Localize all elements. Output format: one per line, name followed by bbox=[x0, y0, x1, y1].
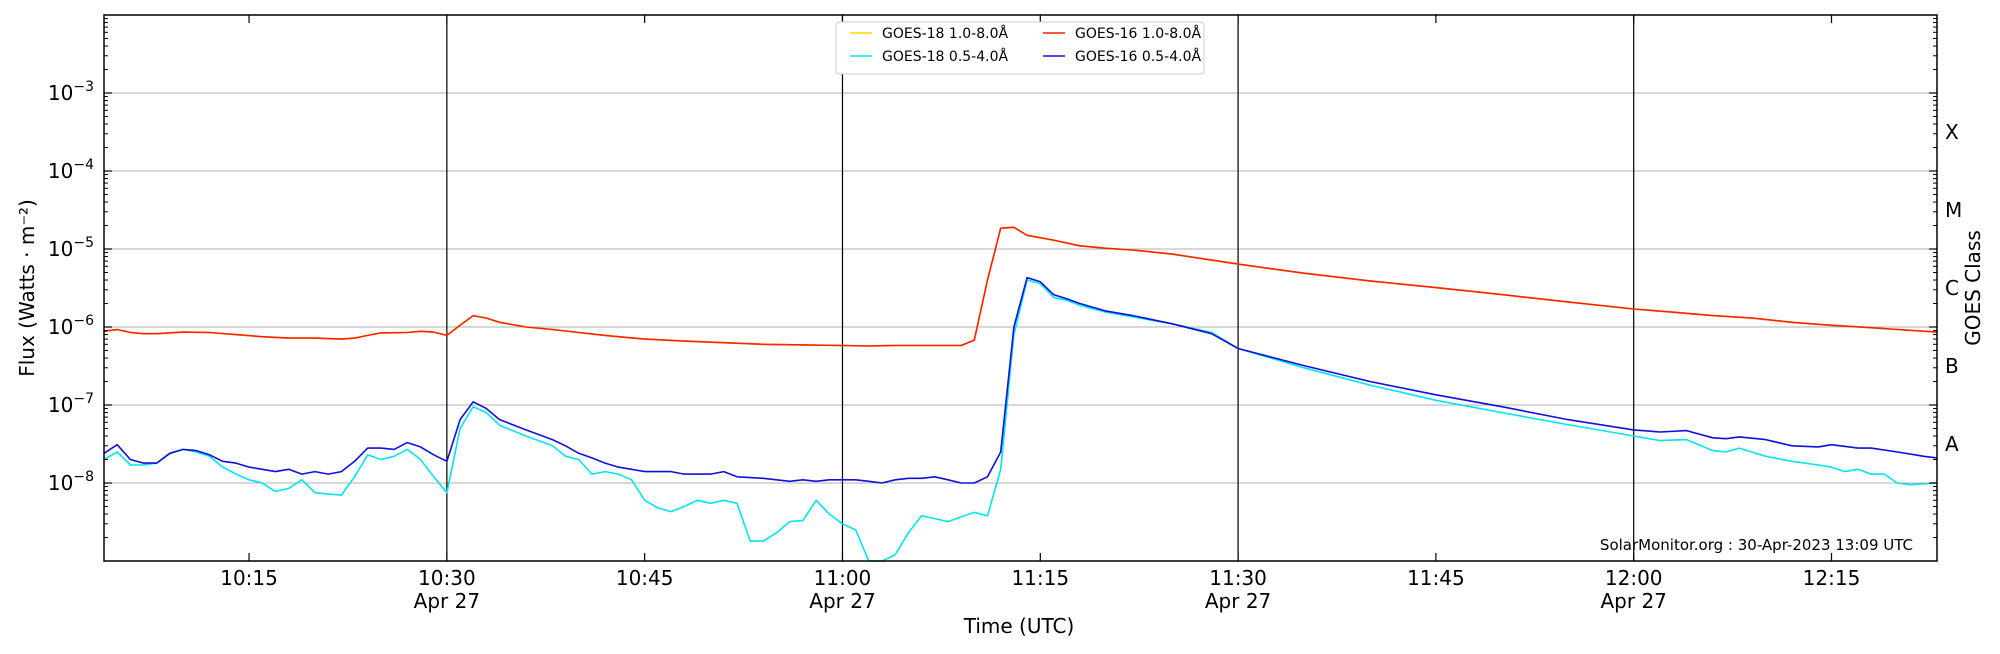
x-tick-label-4: 11:15 bbox=[1011, 566, 1069, 590]
x-tick-date-1: Apr 27 bbox=[414, 589, 480, 613]
y-axis-title: Flux (Watts · m⁻²) bbox=[15, 199, 39, 377]
legend-label-1: GOES-18 0.5-4.0Å bbox=[882, 48, 1008, 65]
goes-class-label-a: A bbox=[1945, 432, 1959, 456]
goes-class-label-x: X bbox=[1945, 120, 1959, 144]
goes-class-label-b: B bbox=[1945, 354, 1959, 378]
credit-text: SolarMonitor.org : 30-Apr-2023 13:09 UTC bbox=[1600, 536, 1913, 554]
goes-class-label-m: M bbox=[1945, 198, 1962, 222]
goes-class-labels: A B C M X bbox=[1945, 120, 1962, 456]
x-tick-label-7: 12:00 bbox=[1605, 566, 1663, 590]
x-tick-date-7: Apr 27 bbox=[1600, 589, 1666, 613]
y-tick-label-0: 10−8 bbox=[48, 469, 94, 495]
right-axis-title: GOES Class bbox=[1961, 230, 1985, 346]
x-axis-title: Time (UTC) bbox=[963, 614, 1075, 638]
x-tick-label-5: 11:30 bbox=[1209, 566, 1267, 590]
y-tick-label-3: 10−5 bbox=[48, 235, 94, 261]
x-tick-label-8: 12:15 bbox=[1803, 566, 1861, 590]
legend: GOES-18 1.0-8.0Å GOES-18 0.5-4.0Å GOES-16 … bbox=[835, 21, 1205, 75]
legend-label-0: GOES-18 1.0-8.0Å bbox=[882, 25, 1008, 42]
goes-class-label-c: C bbox=[1945, 276, 1959, 300]
x-tick-label-6: 11:45 bbox=[1407, 566, 1465, 590]
series-layer bbox=[103, 226, 1938, 562]
y-tick-label-4: 10−4 bbox=[48, 157, 94, 183]
series-line-1 bbox=[103, 279, 1938, 562]
x-tick-date-3: Apr 27 bbox=[809, 589, 875, 613]
x-tick-label-3: 11:00 bbox=[814, 566, 872, 590]
vertical-time-lines bbox=[446, 15, 1635, 561]
plot-frame bbox=[103, 14, 1938, 562]
x-tick-label-1: 10:30 bbox=[418, 566, 476, 590]
legend-items: GOES-18 1.0-8.0Å GOES-18 0.5-4.0Å GOES-16 … bbox=[850, 25, 1201, 65]
y-tick-labels: 10−8 10−7 10−6 10−5 10−4 10−3 bbox=[48, 79, 94, 495]
x-tick-label-2: 10:45 bbox=[616, 566, 674, 590]
series-line-3 bbox=[103, 276, 1938, 484]
x-tick-date-5: Apr 27 bbox=[1205, 589, 1271, 613]
tick-layer bbox=[104, 15, 1937, 561]
x-tick-label-0: 10:15 bbox=[220, 566, 278, 590]
legend-label-2: GOES-16 1.0-8.0Å bbox=[1075, 25, 1201, 42]
y-tick-label-2: 10−6 bbox=[48, 313, 94, 339]
legend-box bbox=[835, 21, 1205, 75]
grid-layer bbox=[104, 92, 1937, 484]
y-tick-label-1: 10−7 bbox=[48, 391, 94, 417]
series-line-2 bbox=[103, 226, 1938, 347]
y-tick-label-5: 10−3 bbox=[48, 79, 94, 105]
legend-label-3: GOES-16 0.5-4.0Å bbox=[1075, 48, 1201, 65]
